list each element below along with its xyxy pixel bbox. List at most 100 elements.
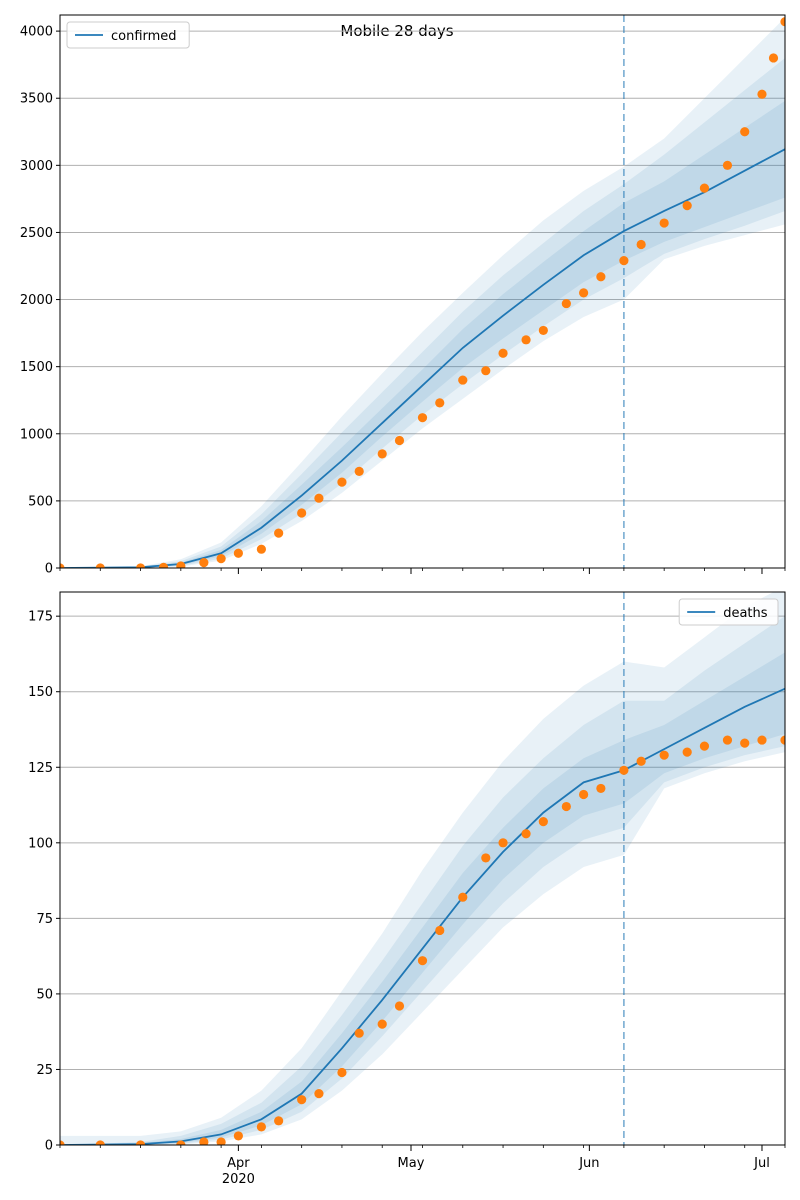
observed-point	[60, 1140, 65, 1145]
observed-point	[740, 738, 750, 748]
observed-point	[417, 413, 428, 423]
plot-area	[60, 592, 785, 1145]
legend: confirmed	[66, 21, 190, 49]
x-tick-label: Apr	[227, 1156, 250, 1171]
observed-point	[135, 563, 146, 568]
observed-point	[659, 218, 669, 228]
observed-point	[699, 183, 710, 193]
observed-point	[757, 89, 767, 99]
credible-band	[60, 616, 785, 1145]
y-tick-label: 0	[45, 1139, 53, 1154]
observed-point	[176, 561, 186, 568]
observed-point	[757, 735, 767, 745]
y-tick-label: 175	[28, 610, 53, 625]
observed-point	[699, 741, 710, 751]
y-tick-label: 100	[28, 836, 53, 851]
observed-point	[233, 548, 243, 558]
y-tick-label: 1500	[20, 360, 53, 375]
x-tick-label: May	[398, 1156, 425, 1171]
y-tick-label: 150	[28, 685, 53, 700]
observed-point	[417, 956, 428, 966]
observed-point	[314, 493, 324, 503]
observed-point	[740, 127, 750, 137]
y-tick-label: 3000	[20, 159, 53, 174]
y-tick-label: 0	[45, 562, 53, 577]
observed-point	[60, 563, 65, 568]
observed-point	[435, 925, 445, 936]
observed-point	[498, 838, 508, 848]
observed-point	[481, 366, 491, 376]
x-tick-label: Jun	[578, 1156, 599, 1171]
legend-label: deaths	[723, 606, 768, 621]
observed-point	[458, 892, 468, 902]
y-tick-label: 50	[36, 987, 53, 1002]
observed-point	[435, 398, 445, 408]
observed-point	[780, 17, 785, 27]
observed-point	[216, 1137, 226, 1145]
observed-point	[521, 335, 531, 345]
credible-band	[60, 100, 785, 568]
observed-point	[636, 239, 646, 250]
observed-point	[780, 735, 785, 745]
observed-point	[95, 563, 105, 568]
observed-point	[682, 200, 692, 211]
observed-point	[377, 1019, 387, 1029]
y-tick-label: 3500	[20, 92, 53, 107]
observed-point	[498, 348, 508, 358]
observed-point	[95, 1140, 105, 1145]
credible-band	[60, 592, 785, 1145]
observed-point	[561, 801, 571, 812]
observed-point	[596, 783, 606, 794]
observed-point	[354, 1028, 364, 1038]
x-tick-label: Jul	[753, 1156, 770, 1171]
observed-point	[256, 544, 266, 554]
observed-point	[722, 160, 733, 170]
legend-box	[678, 598, 779, 626]
observed-point	[619, 256, 629, 266]
y-tick-label: 75	[36, 912, 53, 927]
observed-point	[596, 272, 606, 282]
legend: deaths	[678, 598, 779, 626]
observed-point	[216, 554, 226, 564]
observed-point	[458, 375, 468, 385]
observed-point	[636, 756, 646, 766]
x-tick-sublabel: 2020	[222, 1172, 255, 1187]
observed-point	[521, 829, 531, 839]
y-tick-label: 125	[28, 761, 53, 776]
y-tick-label: 25	[36, 1063, 53, 1078]
y-tick-label: 4000	[20, 25, 53, 40]
credible-band	[60, 17, 785, 568]
observed-point	[297, 1095, 307, 1105]
median-line	[60, 687, 785, 1145]
y-tick-label: 2000	[20, 293, 53, 308]
observed-point	[538, 817, 548, 827]
observed-point	[337, 1067, 347, 1078]
confirmed-panel: 0 500 1000 1500 2000 2500 3000 3500 4000 confirme…	[20, 14, 786, 577]
observed-point	[722, 735, 733, 745]
observed-point	[377, 449, 387, 459]
observed-point	[619, 765, 629, 775]
observed-point	[158, 562, 169, 568]
observed-point	[561, 298, 571, 309]
legend-label: confirmed	[111, 29, 177, 44]
observed-point	[199, 1137, 209, 1145]
observed-point	[199, 558, 209, 568]
observed-point	[337, 477, 347, 487]
observed-point	[314, 1089, 324, 1099]
observed-point	[579, 288, 589, 298]
plot-area	[60, 15, 785, 568]
observed-point	[297, 508, 307, 518]
observed-point	[579, 789, 589, 800]
observed-point	[354, 466, 364, 476]
median-line	[60, 148, 785, 568]
observed-point	[394, 1001, 405, 1011]
observed-point	[682, 747, 692, 757]
observed-point	[481, 853, 491, 863]
observed-point	[256, 1122, 266, 1132]
observed-point	[274, 528, 284, 538]
observed-point	[538, 325, 548, 336]
observed-point	[659, 750, 669, 760]
y-tick-label: 500	[28, 494, 53, 509]
